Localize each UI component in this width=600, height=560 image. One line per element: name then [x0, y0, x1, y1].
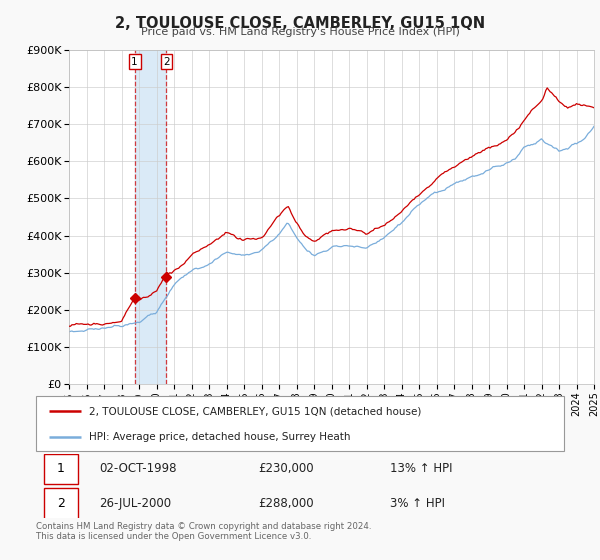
Text: 1: 1: [57, 462, 65, 475]
Text: £288,000: £288,000: [258, 497, 313, 510]
Text: 3% ↑ HPI: 3% ↑ HPI: [390, 497, 445, 510]
Text: HPI: Average price, detached house, Surrey Heath: HPI: Average price, detached house, Surr…: [89, 432, 350, 442]
Text: Price paid vs. HM Land Registry's House Price Index (HPI): Price paid vs. HM Land Registry's House …: [140, 27, 460, 37]
Text: £230,000: £230,000: [258, 462, 313, 475]
Text: 2: 2: [57, 497, 65, 510]
Text: 1: 1: [131, 57, 138, 67]
Text: 02-OCT-1998: 02-OCT-1998: [100, 462, 177, 475]
FancyBboxPatch shape: [36, 396, 564, 451]
Text: 2, TOULOUSE CLOSE, CAMBERLEY, GU15 1QN: 2, TOULOUSE CLOSE, CAMBERLEY, GU15 1QN: [115, 16, 485, 31]
Text: Contains HM Land Registry data © Crown copyright and database right 2024.
This d: Contains HM Land Registry data © Crown c…: [36, 522, 371, 542]
Text: 2, TOULOUSE CLOSE, CAMBERLEY, GU15 1QN (detached house): 2, TOULOUSE CLOSE, CAMBERLEY, GU15 1QN (…: [89, 407, 421, 416]
Bar: [134, 50, 166, 384]
FancyBboxPatch shape: [44, 454, 78, 484]
Text: 2: 2: [163, 57, 170, 67]
Text: 13% ↑ HPI: 13% ↑ HPI: [390, 462, 452, 475]
FancyBboxPatch shape: [44, 488, 78, 519]
Text: 26-JUL-2000: 26-JUL-2000: [100, 497, 172, 510]
